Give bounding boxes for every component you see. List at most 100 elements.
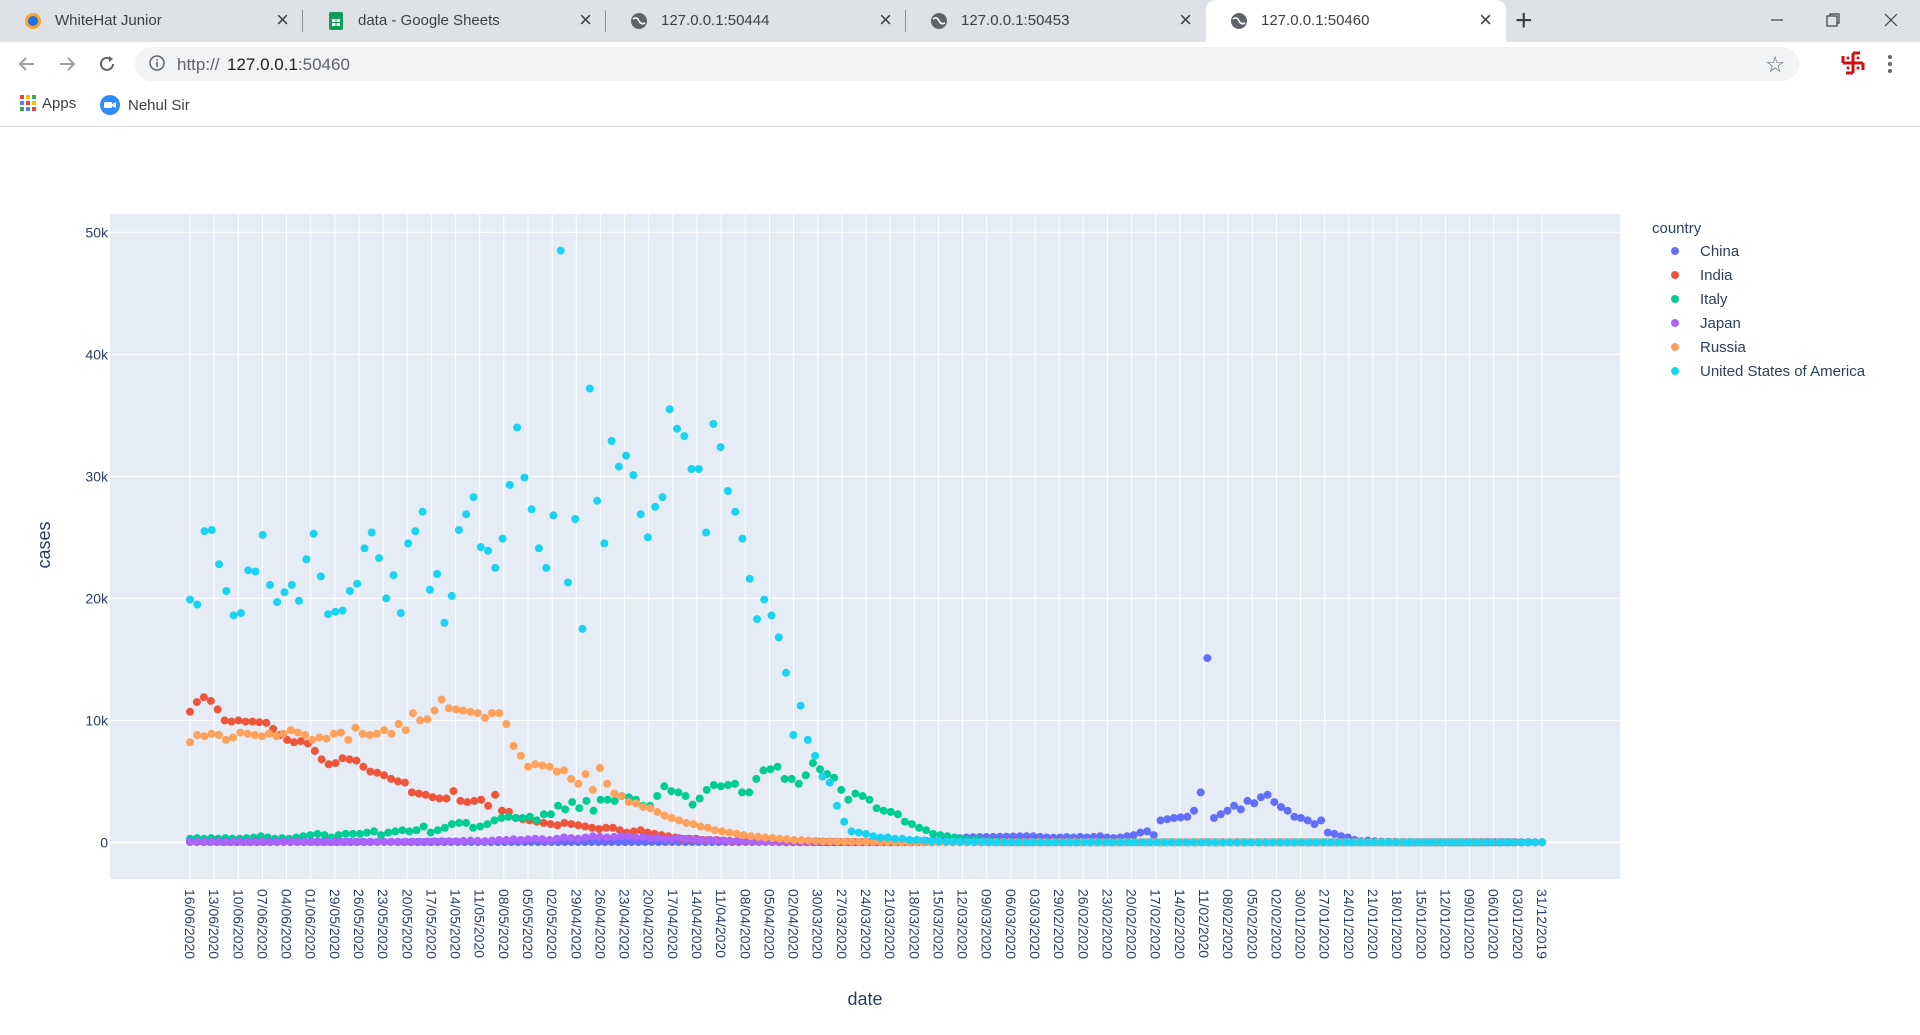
- data-point: [452, 837, 461, 846]
- data-point: [1465, 838, 1474, 847]
- new-tab-button[interactable]: +: [1515, 4, 1533, 37]
- data-point: [387, 774, 396, 783]
- restore-button[interactable]: [1808, 4, 1858, 38]
- legend-item-label[interactable]: Japan: [1700, 315, 1741, 332]
- data-point: [248, 717, 257, 726]
- data-point: [483, 820, 492, 829]
- data-point: [454, 526, 463, 534]
- data-point: [862, 838, 870, 846]
- data-point: [574, 834, 583, 843]
- legend-marker[interactable]: [1671, 295, 1679, 303]
- data-point: [696, 822, 705, 831]
- data-point: [1269, 838, 1278, 847]
- data-point: [1303, 816, 1312, 825]
- data-point: [738, 788, 747, 797]
- data-point: [222, 735, 230, 744]
- data-point: [387, 837, 396, 846]
- close-icon[interactable]: ×: [579, 7, 592, 32]
- legend-marker[interactable]: [1671, 319, 1679, 327]
- data-point: [738, 534, 747, 543]
- back-button[interactable]: [11, 48, 43, 80]
- bookmark-star-icon[interactable]: ☆: [1765, 52, 1785, 77]
- bookmark-nehul-sir[interactable]: Nehul Sir: [100, 95, 190, 115]
- forward-button[interactable]: [51, 48, 83, 80]
- data-point: [1494, 838, 1503, 847]
- data-point: [687, 465, 696, 473]
- x-tick-label: 26/04/2020: [592, 889, 608, 959]
- data-point: [337, 837, 345, 846]
- data-point: [1277, 803, 1285, 811]
- data-point: [610, 789, 619, 798]
- data-point: [1363, 838, 1372, 847]
- legend-marker[interactable]: [1671, 247, 1679, 255]
- data-point: [430, 706, 439, 715]
- close-icon[interactable]: ×: [879, 7, 892, 32]
- y-tick-label: 50k: [85, 224, 109, 240]
- tab-localhost-50453[interactable]: 127.0.0.1:50453 ×: [906, 0, 1206, 42]
- legend-marker[interactable]: [1671, 343, 1679, 351]
- close-window-button[interactable]: [1866, 4, 1916, 38]
- legend-item-label[interactable]: China: [1700, 243, 1740, 260]
- legend-item-label[interactable]: India: [1700, 267, 1733, 284]
- tab-title: 127.0.0.1:50460: [1261, 12, 1370, 29]
- data-point: [893, 810, 902, 819]
- close-icon[interactable]: ×: [1179, 7, 1192, 32]
- bookmark-apps[interactable]: Apps: [20, 95, 76, 112]
- x-tick-label: 17/04/2020: [665, 889, 681, 959]
- data-point: [1370, 838, 1379, 847]
- data-point: [279, 837, 288, 846]
- x-tick-label: 10/06/2020: [230, 889, 246, 959]
- legend-item-label[interactable]: Russia: [1700, 339, 1747, 356]
- data-point: [718, 827, 727, 836]
- data-point: [801, 771, 810, 780]
- minimize-button[interactable]: [1752, 4, 1802, 38]
- data-point: [854, 837, 863, 846]
- x-tick-labels: 16/06/2020 13/06/2020 10/06/2020 07/06/2020…: [182, 889, 1550, 959]
- data-point: [331, 759, 340, 768]
- legend-marker[interactable]: [1671, 367, 1679, 375]
- data-point: [614, 462, 623, 471]
- data-point: [502, 720, 511, 728]
- data-point: [709, 781, 718, 789]
- data-point: [725, 836, 734, 845]
- data-point: [582, 796, 591, 805]
- tab-localhost-50444[interactable]: 127.0.0.1:50444 ×: [606, 0, 906, 42]
- x-tick-label: 02/04/2020: [786, 889, 802, 959]
- data-point: [518, 814, 527, 822]
- data-point: [934, 837, 943, 846]
- data-point: [1263, 790, 1272, 799]
- legend-item-label[interactable]: Italy: [1700, 291, 1728, 308]
- close-icon[interactable]: ×: [1479, 7, 1492, 32]
- close-icon: [1884, 13, 1898, 27]
- data-point: [1429, 838, 1437, 847]
- reload-button[interactable]: [91, 48, 123, 80]
- x-tick-label: 12/03/2020: [955, 889, 971, 959]
- x-gridlines: [189, 214, 1543, 879]
- data-point: [1087, 838, 1096, 847]
- x-tick-label: 06/03/2020: [1003, 889, 1019, 959]
- legend-marker[interactable]: [1671, 271, 1679, 279]
- close-icon[interactable]: ×: [276, 7, 289, 32]
- data-point: [1101, 838, 1110, 847]
- swastika-extension-icon[interactable]: [1838, 48, 1868, 78]
- data-point: [1156, 816, 1165, 825]
- tab-google-sheets[interactable]: data - Google Sheets ×: [303, 0, 606, 42]
- data-point: [624, 832, 633, 841]
- legend-item-label[interactable]: United States of America: [1700, 363, 1866, 380]
- data-point: [359, 762, 368, 771]
- tab-whitehat-junior[interactable]: WhiteHat Junior ×: [0, 0, 303, 42]
- data-point: [689, 835, 698, 844]
- tab-localhost-50460[interactable]: 127.0.0.1:50460 ×: [1206, 0, 1506, 42]
- data-point: [296, 737, 305, 746]
- data-point: [780, 774, 789, 783]
- x-tick-label: 24/01/2020: [1341, 889, 1357, 959]
- data-point: [1323, 828, 1332, 837]
- x-tick-label: 27/01/2020: [1317, 889, 1333, 959]
- x-tick-label: 18/03/2020: [906, 889, 922, 959]
- info-icon[interactable]: [149, 55, 165, 71]
- x-tick-label: 04/06/2020: [279, 889, 295, 959]
- data-point: [596, 795, 605, 804]
- address-bar[interactable]: http:// 127.0.0.1:50460 ☆: [135, 47, 1799, 81]
- kebab-menu-icon[interactable]: [1880, 50, 1900, 78]
- data-point: [905, 836, 914, 844]
